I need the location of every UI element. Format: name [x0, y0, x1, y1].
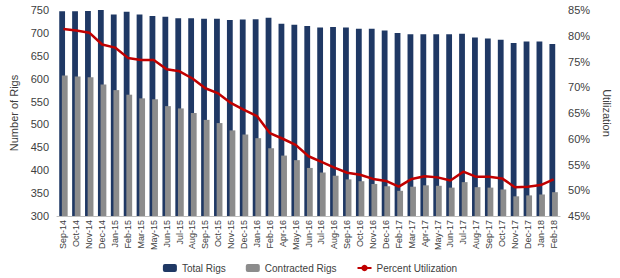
svg-text:Sep-17: Sep-17 [484, 220, 494, 249]
svg-text:May-15: May-15 [149, 220, 159, 250]
svg-text:45%: 45% [568, 210, 590, 222]
svg-text:750: 750 [31, 4, 49, 16]
svg-text:Dec-16: Dec-16 [381, 220, 391, 249]
svg-text:Feb-16: Feb-16 [265, 220, 275, 249]
svg-text:Dec-14: Dec-14 [97, 220, 107, 249]
svg-text:Sep-14: Sep-14 [58, 220, 68, 249]
svg-text:Nov-15: Nov-15 [226, 220, 236, 249]
svg-text:Aug-15: Aug-15 [187, 220, 197, 249]
svg-text:Oct-15: Oct-15 [213, 220, 223, 247]
svg-text:Nov-14: Nov-14 [84, 220, 94, 249]
svg-text:Utilization: Utilization [601, 89, 613, 137]
svg-text:Dec-17: Dec-17 [523, 220, 533, 249]
svg-text:Jul-16: Jul-16 [316, 220, 326, 245]
svg-text:Percent Utilization: Percent Utilization [377, 263, 458, 274]
svg-text:65%: 65% [568, 107, 590, 119]
svg-text:Mar-15: Mar-15 [136, 220, 146, 249]
svg-text:550: 550 [31, 96, 49, 108]
svg-text:Aug-17: Aug-17 [471, 220, 481, 249]
svg-text:Apr-16: Apr-16 [278, 220, 288, 247]
svg-text:Feb-18: Feb-18 [549, 220, 559, 249]
svg-text:450: 450 [31, 141, 49, 153]
svg-text:700: 700 [31, 27, 49, 39]
svg-text:Nov-16: Nov-16 [368, 220, 378, 249]
svg-text:Oct-16: Oct-16 [355, 220, 365, 247]
svg-text:Oct-14: Oct-14 [71, 220, 81, 247]
svg-text:Mar-17: Mar-17 [407, 220, 417, 249]
svg-text:Total Rigs: Total Rigs [182, 263, 226, 274]
svg-text:Jul-15: Jul-15 [175, 220, 185, 245]
svg-text:Sep-16: Sep-16 [342, 220, 352, 249]
svg-text:Nov-17: Nov-17 [510, 220, 520, 249]
svg-text:Jun-17: Jun-17 [445, 220, 455, 248]
svg-text:60%: 60% [568, 133, 590, 145]
svg-text:Dec-15: Dec-15 [239, 220, 249, 249]
svg-text:55%: 55% [568, 159, 590, 171]
svg-text:Feb-15: Feb-15 [123, 220, 133, 249]
svg-text:50%: 50% [568, 184, 590, 196]
svg-text:85%: 85% [568, 4, 590, 16]
svg-text:Jul-17: Jul-17 [458, 220, 468, 245]
svg-text:Sep-15: Sep-15 [200, 220, 210, 249]
svg-text:Number of Rigs: Number of Rigs [8, 74, 20, 151]
svg-text:Aug-16: Aug-16 [329, 220, 339, 249]
svg-text:75%: 75% [568, 56, 590, 68]
svg-text:Jan-16: Jan-16 [252, 220, 262, 248]
svg-text:May-17: May-17 [433, 220, 443, 250]
svg-text:Feb-17: Feb-17 [394, 220, 404, 249]
svg-text:500: 500 [31, 118, 49, 130]
svg-text:70%: 70% [568, 81, 590, 93]
svg-text:650: 650 [31, 50, 49, 62]
svg-text:600: 600 [31, 73, 49, 85]
svg-text:350: 350 [31, 187, 49, 199]
svg-text:300: 300 [31, 210, 49, 222]
svg-text:Jan-15: Jan-15 [110, 220, 120, 248]
svg-text:May-16: May-16 [291, 220, 301, 250]
svg-text:Apr-17: Apr-17 [420, 220, 430, 247]
svg-text:Contracted Rigs: Contracted Rigs [265, 263, 337, 274]
svg-text:Oct-17: Oct-17 [497, 220, 507, 247]
svg-text:Jun-15: Jun-15 [162, 220, 172, 248]
svg-text:400: 400 [31, 164, 49, 176]
svg-text:Jan-18: Jan-18 [536, 220, 546, 248]
svg-text:80%: 80% [568, 30, 590, 42]
svg-text:Jun-16: Jun-16 [304, 220, 314, 248]
